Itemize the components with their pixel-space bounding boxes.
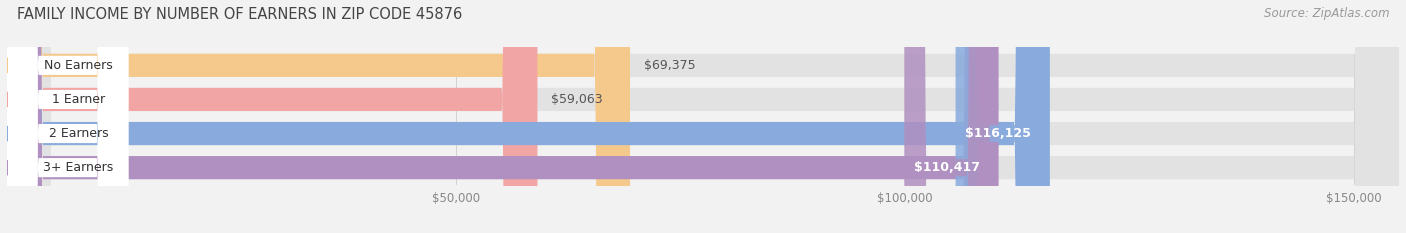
FancyBboxPatch shape — [7, 0, 537, 233]
FancyBboxPatch shape — [956, 0, 1040, 233]
Text: $110,417: $110,417 — [914, 161, 980, 174]
FancyBboxPatch shape — [7, 0, 128, 233]
FancyBboxPatch shape — [7, 0, 1399, 233]
FancyBboxPatch shape — [7, 0, 128, 233]
Text: No Earners: No Earners — [44, 59, 112, 72]
Text: $59,063: $59,063 — [551, 93, 603, 106]
FancyBboxPatch shape — [7, 0, 998, 233]
FancyBboxPatch shape — [7, 0, 1399, 233]
Text: $69,375: $69,375 — [644, 59, 695, 72]
Text: 3+ Earners: 3+ Earners — [44, 161, 114, 174]
Text: Source: ZipAtlas.com: Source: ZipAtlas.com — [1264, 7, 1389, 20]
FancyBboxPatch shape — [7, 0, 1399, 233]
FancyBboxPatch shape — [7, 0, 128, 233]
FancyBboxPatch shape — [7, 0, 1050, 233]
Text: $116,125: $116,125 — [966, 127, 1031, 140]
FancyBboxPatch shape — [7, 0, 630, 233]
Text: FAMILY INCOME BY NUMBER OF EARNERS IN ZIP CODE 45876: FAMILY INCOME BY NUMBER OF EARNERS IN ZI… — [17, 7, 463, 22]
Text: 1 Earner: 1 Earner — [52, 93, 105, 106]
FancyBboxPatch shape — [904, 0, 990, 233]
Text: 2 Earners: 2 Earners — [49, 127, 108, 140]
FancyBboxPatch shape — [7, 0, 128, 233]
FancyBboxPatch shape — [7, 0, 1399, 233]
